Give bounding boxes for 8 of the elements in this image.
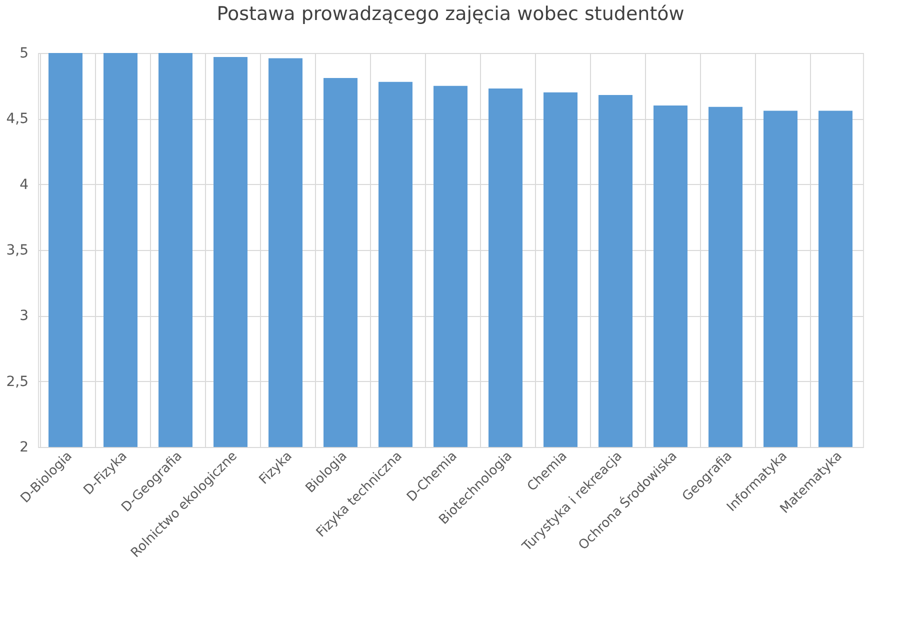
- y-tick-label: 3: [20, 308, 28, 324]
- chart-title: Postawa prowadzącego zajęcia wobec studentów: [216, 3, 684, 25]
- y-tick-label: 4,5: [6, 111, 28, 128]
- y-tick-label: 2: [20, 440, 28, 456]
- y-tick-label: 4: [20, 176, 29, 193]
- y-tick-label: 2,5: [6, 374, 28, 390]
- y-tick-label: 3,5: [6, 242, 28, 258]
- y-tick-label: 5: [20, 46, 28, 62]
